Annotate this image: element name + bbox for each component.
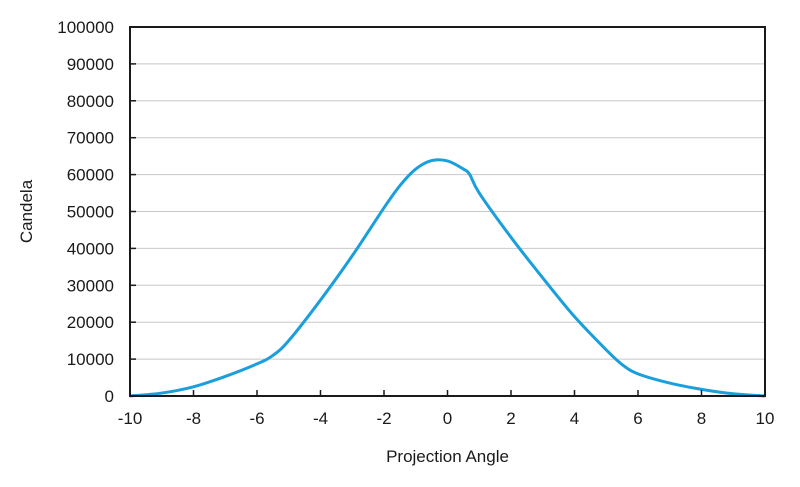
y-tick-label: 0 — [105, 387, 114, 406]
x-tick-label: -10 — [118, 409, 143, 428]
x-tick-label: 8 — [697, 409, 706, 428]
y-tick-label: 20000 — [67, 313, 114, 332]
x-tick-label: -4 — [313, 409, 328, 428]
y-tick-label: 30000 — [67, 276, 114, 295]
y-tick-label: 100000 — [57, 18, 114, 37]
x-tick-label: 10 — [756, 409, 775, 428]
y-tick-label: 10000 — [67, 350, 114, 369]
y-tick-label: 80000 — [67, 92, 114, 111]
gridlines — [130, 63, 765, 360]
series-line-0 — [129, 158, 766, 398]
y-tick-labels: 0 10000 20000 30000 40000 50000 60000 70000 8000… — [57, 18, 114, 406]
axis-ticks — [129, 26, 766, 397]
x-tick-label: 6 — [633, 409, 642, 428]
y-axis-title: Candela — [17, 179, 36, 243]
y-tick-label: 40000 — [67, 239, 114, 258]
y-tick-label: 50000 — [67, 203, 114, 222]
x-axis-title: Projection Angle — [386, 447, 509, 466]
x-tick-label: 2 — [506, 409, 515, 428]
x-tick-label: -8 — [186, 409, 201, 428]
x-tick-label: 0 — [443, 409, 452, 428]
y-tick-label: 70000 — [67, 129, 114, 148]
x-tick-labels: -10 -8 -6 -4 -2 0 2 4 6 8 10 — [118, 409, 775, 428]
x-tick-label: -2 — [376, 409, 391, 428]
data-line-layer — [129, 158, 766, 398]
y-tick-label: 60000 — [67, 166, 114, 185]
x-tick-label: 4 — [570, 409, 579, 428]
y-tick-label: 90000 — [67, 55, 114, 74]
x-tick-label: -6 — [249, 409, 264, 428]
